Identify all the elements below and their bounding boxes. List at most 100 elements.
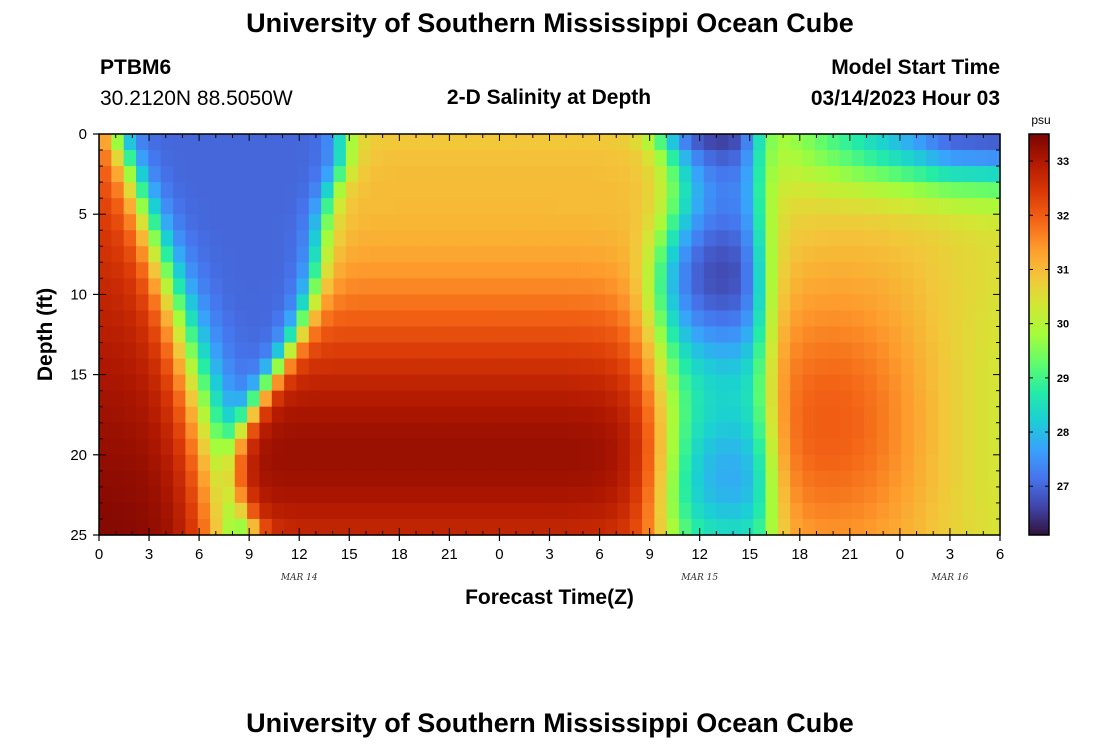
heatmap-cell [617,134,631,151]
heatmap-cell [568,406,581,424]
heatmap-cell [938,278,952,295]
heatmap-cell [901,422,915,440]
heatmap-cell [308,246,322,263]
heatmap-cell [444,470,458,488]
heatmap-cell [876,246,890,263]
heatmap-cell [506,470,520,488]
heatmap-cell [456,230,470,247]
heatmap-cell [481,454,495,472]
heatmap-cell [740,486,754,504]
heatmap-cell [247,310,261,328]
heatmap-cell [654,198,668,215]
heatmap-cell [568,214,581,231]
heatmap-cell [456,358,470,376]
heatmap-cell [160,390,174,408]
heatmap-cell [851,246,865,263]
heatmap-cell [345,406,359,424]
heatmap-cell [271,134,285,151]
heatmap-cell [481,294,495,312]
heatmap-cell [617,406,631,424]
y-tick-label: 20 [70,447,87,464]
heatmap-cell [333,214,347,231]
heatmap-cell [679,246,693,263]
heatmap-cell [802,502,816,520]
heatmap-cell [185,310,199,328]
heatmap-cell [703,278,717,295]
heatmap-cell [185,390,199,408]
heatmap-cell [321,214,335,231]
heatmap-cell [555,230,569,247]
heatmap-cell [370,486,384,504]
heatmap-cell [876,454,890,472]
heatmap-cell [111,230,125,247]
heatmap-cell [234,230,248,247]
heatmap-cell [592,246,606,263]
heatmap-cell [605,422,618,440]
heatmap-cell [580,198,594,215]
heatmap-cell [123,294,137,312]
heatmap-cell [617,214,631,231]
heatmap-cell [382,438,396,456]
heatmap-cell [950,454,964,472]
heatmap-cell [876,326,890,344]
heatmap-cell [629,470,643,488]
heatmap-cell [716,486,730,504]
heatmap-cell [395,198,409,215]
heatmap-cell [296,166,310,183]
heatmap-cell [987,390,1001,408]
heatmap-cell [851,214,865,231]
heatmap-cell [642,454,656,472]
heatmap-cell [925,502,939,520]
heatmap-cell [247,486,261,504]
heatmap-cell [962,438,976,456]
heatmap-cell [901,262,915,279]
heatmap-cell [395,486,409,504]
heatmap-cell [753,390,767,408]
heatmap-cell [740,454,754,472]
heatmap-cell [345,470,359,488]
heatmap-cell [284,294,298,312]
heatmap-cell [123,134,137,151]
heatmap-cell [530,502,544,520]
heatmap-cell [370,470,384,488]
heatmap-cell [173,182,186,199]
heatmap-cell [543,310,557,328]
heatmap-cell [987,486,1001,504]
heatmap-cell [666,374,680,392]
heatmap-cell [666,310,680,328]
heatmap-cell [173,198,186,215]
heatmap-cell [629,278,643,295]
heatmap-cell [827,150,841,167]
heatmap-cell [123,246,137,263]
heatmap-cell [913,470,927,488]
heatmap-cell [493,262,507,279]
heatmap-cell [259,326,273,344]
heatmap-cell [259,438,273,456]
heatmap-cell [605,230,618,247]
heatmap-cell [308,326,322,344]
heatmap-cell [679,198,693,215]
heatmap-cell [642,342,656,360]
heatmap-cell [271,486,285,504]
heatmap-cell [925,262,939,279]
heatmap-cell [506,438,520,456]
heatmap-cell [469,262,483,279]
heatmap-cell [382,150,396,167]
heatmap-cell [234,262,248,279]
heatmap-cell [814,518,828,536]
heatmap-cell [913,454,927,472]
heatmap-cell [753,422,767,440]
heatmap-cell [740,374,754,392]
heatmap-cell [308,310,322,328]
heatmap-cell [691,134,705,151]
heatmap-cell [358,230,372,247]
heatmap-cell [185,358,199,376]
heatmap-cell [543,294,557,312]
heatmap-cell [716,454,730,472]
heatmap-cell [382,230,396,247]
heatmap-cell [197,294,211,312]
heatmap-cell [123,438,137,456]
heatmap-cell [629,406,643,424]
heatmap-cell [321,166,335,183]
heatmap-cell [469,294,483,312]
